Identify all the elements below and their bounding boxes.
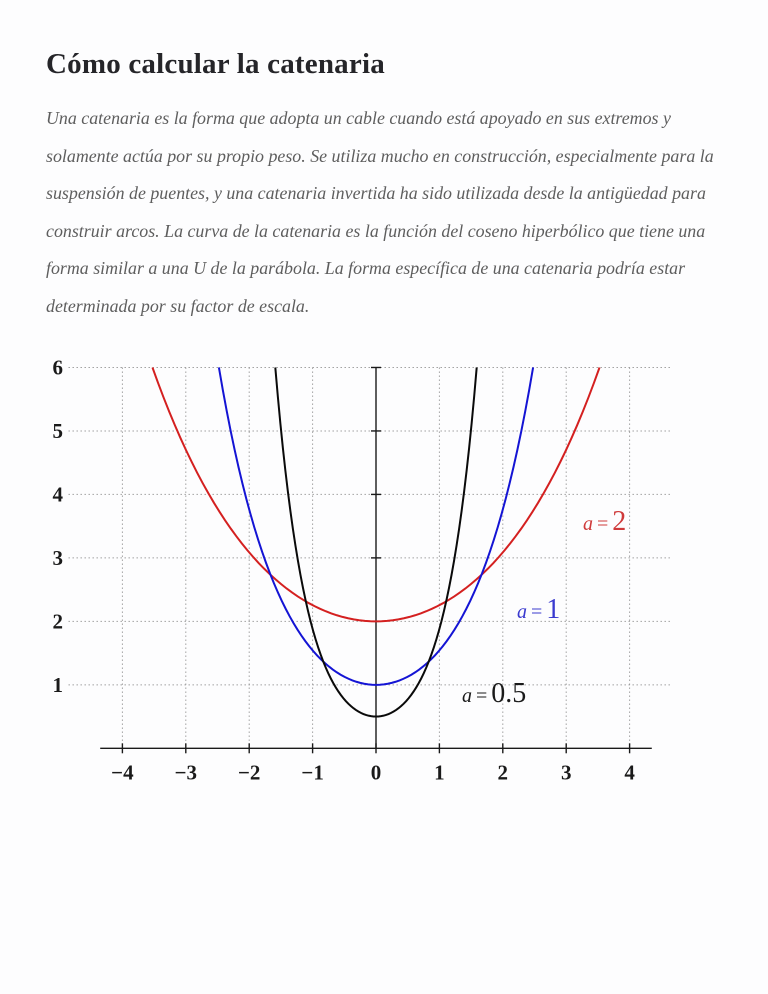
svg-text:4: 4 [624, 761, 635, 785]
svg-text:0: 0 [371, 761, 382, 785]
svg-text:−1: −1 [301, 761, 323, 785]
svg-text:−4: −4 [111, 761, 134, 785]
svg-text:3: 3 [53, 546, 64, 570]
svg-text:6: 6 [53, 356, 64, 380]
svg-text:a = 0.5: a = 0.5 [462, 678, 526, 709]
svg-text:a = 2: a = 2 [583, 506, 626, 537]
svg-text:−2: −2 [238, 761, 260, 785]
svg-text:2: 2 [53, 609, 64, 633]
svg-text:2: 2 [498, 761, 509, 785]
svg-text:a = 1: a = 1 [517, 594, 560, 625]
svg-text:5: 5 [53, 419, 64, 443]
svg-text:1: 1 [434, 761, 445, 785]
svg-text:4: 4 [53, 482, 64, 506]
svg-text:3: 3 [561, 761, 572, 785]
svg-text:−3: −3 [175, 761, 197, 785]
svg-text:1: 1 [53, 673, 64, 697]
